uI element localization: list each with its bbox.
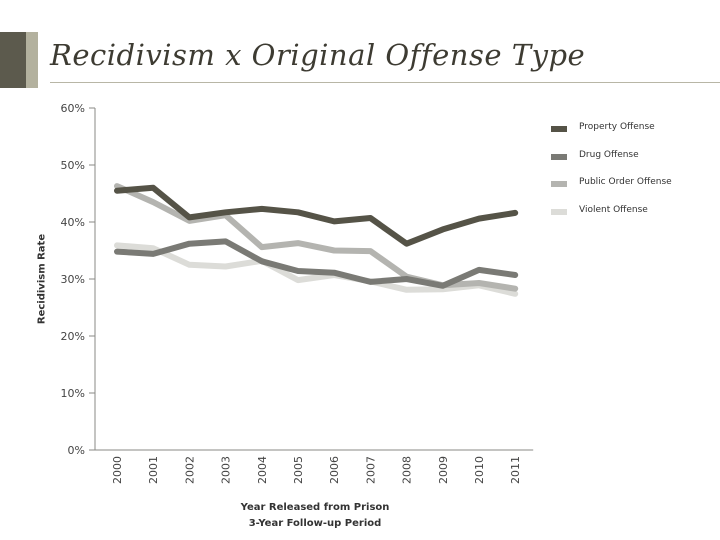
- title-divider: [50, 82, 720, 83]
- x-tick-label: 2007: [364, 456, 377, 484]
- series-line-violent-offense: [114, 242, 519, 297]
- legend-label: Property Offense: [579, 122, 655, 132]
- legend-swatch: [551, 126, 567, 132]
- y-tick-label: 40%: [61, 216, 85, 229]
- x-tick-label: 2002: [183, 456, 196, 484]
- x-tick-label: 2004: [256, 456, 269, 484]
- y-tick-label: 30%: [61, 273, 85, 286]
- x-tick-label: 2005: [292, 456, 305, 484]
- y-tick-label: 0%: [68, 444, 85, 457]
- x-tick-label: 2010: [473, 456, 486, 484]
- slide-title: Recidivism x Original Offense Type: [50, 38, 586, 72]
- title-accent-dark-block: [0, 32, 26, 88]
- legend-label: Drug Offense: [579, 149, 639, 160]
- x-tick-label: 2009: [437, 456, 450, 484]
- series-lines: [114, 183, 519, 297]
- series-line-drug-offense: [114, 238, 519, 289]
- y-tick-label: 50%: [61, 159, 85, 172]
- legend-label: Public Order Offense: [579, 177, 672, 187]
- y-tick-label: 20%: [61, 330, 85, 343]
- x-axis-ticks: 2000 2001 2002 2003 2004 2005 2006 2007 2008 2009…: [111, 456, 522, 484]
- legend-label: Violent Offense: [579, 204, 648, 215]
- x-tick-label: 2006: [328, 456, 341, 484]
- x-tick-label: 2001: [147, 456, 160, 484]
- legend-swatch: [551, 208, 567, 215]
- y-tick-label: 10%: [61, 387, 85, 400]
- x-axis-title-line1: Year Released from Prison: [240, 502, 390, 513]
- x-axis-title: Year Released from Prison 3-Year Follow-…: [241, 500, 390, 532]
- x-tick-label: 2008: [401, 456, 414, 484]
- y-axis-title: Recidivism Rate: [36, 233, 48, 325]
- x-tick-label: 2000: [111, 456, 124, 484]
- x-axis-title-line2: 3-Year Follow-up Period: [248, 518, 382, 529]
- x-tick-label: 2011: [509, 456, 522, 484]
- legend-swatch: [551, 181, 567, 187]
- series-line-property-offense: [114, 184, 519, 247]
- x-tick-label: 2003: [220, 456, 233, 484]
- legend-swatch: [551, 153, 567, 160]
- title-accent-light-block: [26, 32, 38, 88]
- y-tick-label: 60%: [61, 102, 85, 115]
- y-axis-ticks: 0% 10% 20% 30% 40% 50% 60%: [61, 102, 95, 457]
